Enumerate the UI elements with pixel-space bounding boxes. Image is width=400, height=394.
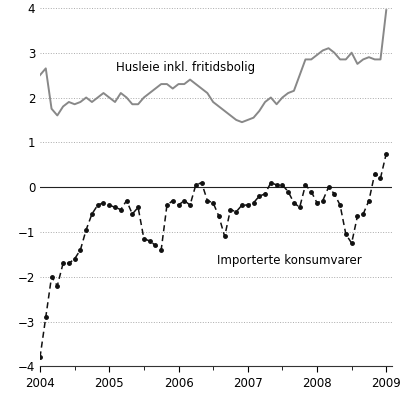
Text: Husleie inkl. fritidsbolig: Husleie inkl. fritidsbolig — [116, 61, 255, 74]
Text: Importerte konsumvarer: Importerte konsumvarer — [216, 254, 361, 267]
